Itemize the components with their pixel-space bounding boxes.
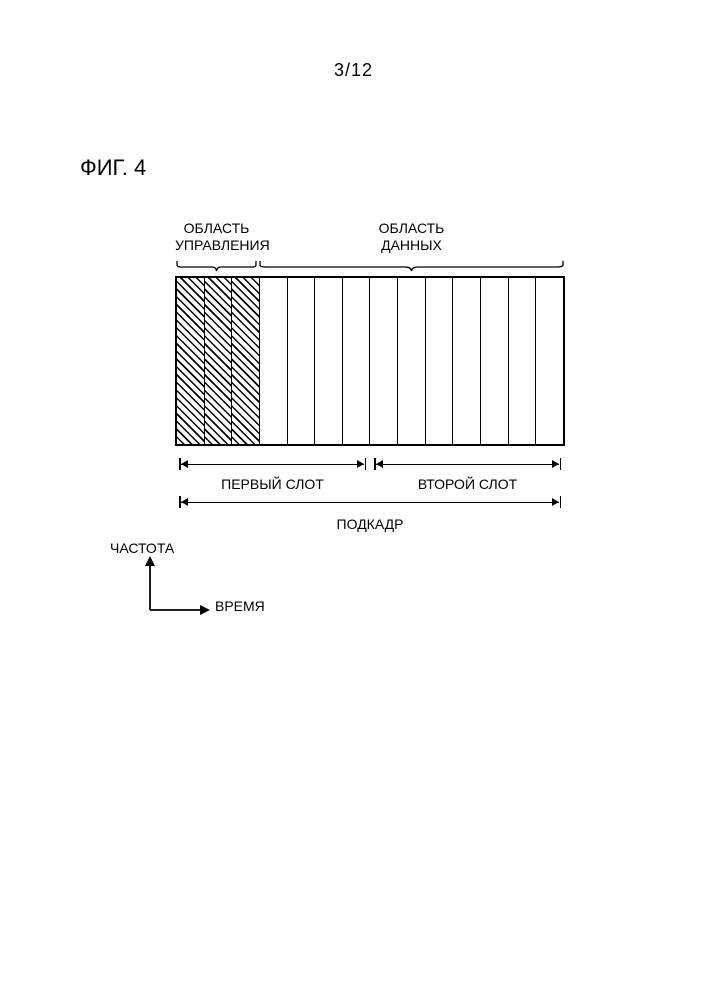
data-column — [509, 278, 537, 444]
data-column — [453, 278, 481, 444]
control-column — [205, 278, 233, 444]
subframe-label: ПОДКАДР — [175, 516, 565, 532]
data-column — [370, 278, 398, 444]
second-slot-bar — [370, 456, 565, 474]
subframe-grid — [175, 276, 565, 446]
data-column — [536, 278, 563, 444]
control-region-line1: ОБЛАСТЬ — [184, 220, 250, 236]
page-number: 3/12 — [0, 60, 707, 81]
first-slot-label: ПЕРВЫЙ СЛОТ — [175, 476, 370, 492]
first-slot-bar — [175, 456, 370, 474]
data-region-label: ОБЛАСТЬ ДАННЫХ — [258, 220, 565, 254]
slot-indicators — [175, 456, 565, 474]
control-region-line2: УПРАВЛЕНИЯ — [175, 237, 270, 253]
time-axis-label: ВРЕМЯ — [215, 598, 265, 614]
data-column — [481, 278, 509, 444]
data-brace — [258, 260, 565, 272]
data-column — [260, 278, 288, 444]
frequency-axis-label: ЧАСТОТА — [110, 540, 174, 556]
data-region-line2: ДАННЫХ — [381, 237, 442, 253]
control-column — [177, 278, 205, 444]
data-column — [398, 278, 426, 444]
axes: ЧАСТОТА ВРЕМЯ — [110, 540, 260, 640]
subframe-diagram: ОБЛАСТЬ УПРАВЛЕНИЯ ОБЛАСТЬ ДАННЫХ — [175, 220, 565, 532]
data-column — [343, 278, 371, 444]
figure-title: ФИГ. 4 — [80, 155, 146, 181]
slot-labels-text: ПЕРВЫЙ СЛОТ ВТОРОЙ СЛОТ — [175, 476, 565, 492]
data-column — [426, 278, 454, 444]
data-column — [315, 278, 343, 444]
subframe-bar — [175, 494, 565, 512]
data-region-line1: ОБЛАСТЬ — [379, 220, 445, 236]
control-brace — [175, 260, 258, 272]
region-labels-row: ОБЛАСТЬ УПРАВЛЕНИЯ ОБЛАСТЬ ДАННЫХ — [175, 220, 565, 254]
data-column — [288, 278, 316, 444]
second-slot-label: ВТОРОЙ СЛОТ — [370, 476, 565, 492]
control-column — [232, 278, 260, 444]
control-region-label: ОБЛАСТЬ УПРАВЛЕНИЯ — [175, 220, 258, 254]
